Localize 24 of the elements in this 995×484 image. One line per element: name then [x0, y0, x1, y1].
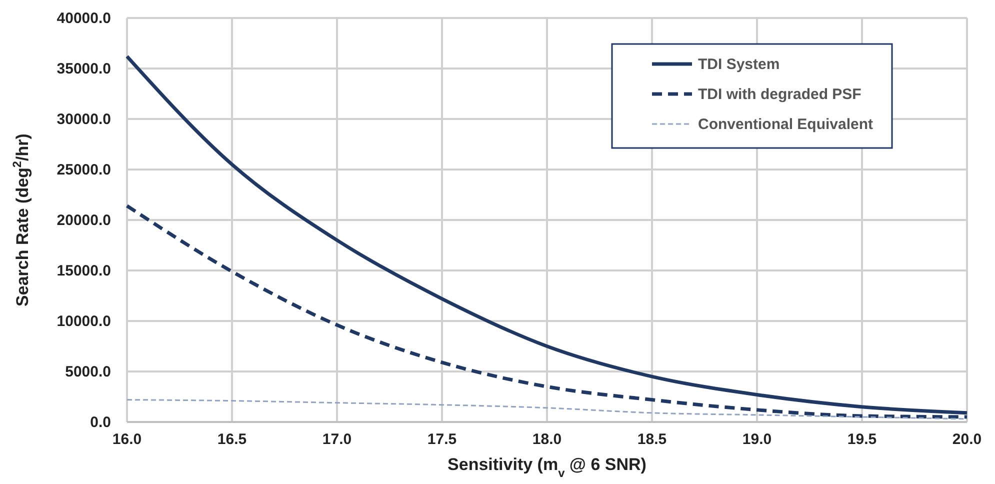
x-tick-label: 17.5	[427, 431, 457, 448]
x-tick-label: 17.0	[322, 431, 352, 448]
x-tick-label: 16.0	[112, 431, 142, 448]
legend-label: TDI System	[698, 56, 780, 73]
legend-label: Conventional Equivalent	[698, 116, 874, 133]
x-tick-label: 16.5	[217, 431, 247, 448]
y-tick-label: 35000.0	[56, 60, 111, 78]
y-tick-label: 30000.0	[56, 111, 111, 128]
y-tick-label: 20000.0	[56, 212, 111, 229]
x-tick-label: 18.0	[532, 431, 562, 448]
y-tick-label: 40000.0	[56, 10, 111, 27]
y-tick-label: 5000.0	[65, 364, 111, 380]
y-tick-label: 15000.0	[56, 262, 111, 280]
y-tick-label: 0.0	[90, 414, 111, 431]
x-tick-label: 20.0	[952, 431, 982, 448]
line-series	[126, 399, 968, 420]
legend-label: TDI with degraded PSF	[698, 86, 862, 103]
x-tick-label: 19.5	[847, 431, 877, 448]
y-tick-label: 25000.0	[56, 162, 111, 178]
line-series	[125, 54, 969, 415]
x-tick-label: 19.0	[742, 431, 772, 448]
x-tick-label: 18.5	[637, 431, 667, 448]
y-tick-label: 10000.0	[56, 313, 111, 330]
x-axis-title: Sensitivity (m$_{v}$ @ 6 SNR)	[448, 455, 646, 480]
